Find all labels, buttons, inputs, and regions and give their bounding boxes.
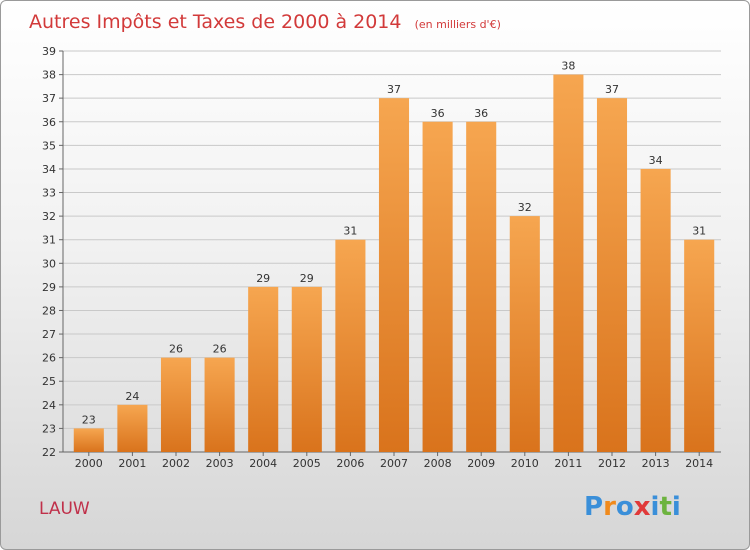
chart-title-main: Autres Impôts et Taxes de 2000 à 2014 <box>29 11 402 33</box>
bar-value-label: 36 <box>431 107 445 120</box>
x-tick-label: 2005 <box>293 457 321 470</box>
bar-value-label: 36 <box>474 107 488 120</box>
bar-value-label: 26 <box>169 343 183 356</box>
bar-value-label: 31 <box>343 225 357 238</box>
data-labels: 23 24 26 26 29 29 31 37 36 36 32 38 37 34 31 <box>82 60 706 427</box>
bar <box>335 239 366 452</box>
bar <box>684 239 715 452</box>
bar <box>509 216 540 452</box>
logo-letter: r <box>603 492 616 522</box>
y-tick-label: 33 <box>42 187 56 200</box>
chart-subtitle: (en milliers d'€) <box>415 18 501 31</box>
x-tick-label: 2003 <box>206 457 234 470</box>
y-tick-label: 26 <box>42 352 56 365</box>
logo-letter: x <box>634 492 651 522</box>
bar-value-label: 29 <box>256 272 270 285</box>
bar <box>291 286 322 452</box>
x-tick-label: 2006 <box>336 457 364 470</box>
bar-value-label: 32 <box>518 201 532 214</box>
y-tick-label: 31 <box>42 234 56 247</box>
x-tick-label: 2011 <box>554 457 582 470</box>
bar <box>248 286 279 452</box>
y-tick-label: 37 <box>42 92 56 105</box>
y-tick-label: 39 <box>42 45 56 58</box>
bar-value-label: 37 <box>605 83 619 96</box>
x-tick-label: 2000 <box>75 457 103 470</box>
y-tick-label: 35 <box>42 139 56 152</box>
proxiti-logo: Proxiti <box>584 492 681 522</box>
y-tick-label: 23 <box>42 422 56 435</box>
x-tick-label: 2014 <box>685 457 713 470</box>
y-tick-label: 30 <box>42 257 56 270</box>
commune-name: LAUW <box>39 499 90 519</box>
logo-letter: o <box>616 492 634 522</box>
y-tick-label: 28 <box>42 304 56 317</box>
x-tick-label: 2007 <box>380 457 408 470</box>
x-tick-label: 2001 <box>118 457 146 470</box>
bar <box>73 428 104 452</box>
y-tick-label: 29 <box>42 281 56 294</box>
bar <box>422 121 453 452</box>
x-tick-label: 2002 <box>162 457 190 470</box>
bar <box>553 74 584 453</box>
bar <box>466 121 497 452</box>
y-tick-label: 24 <box>42 399 56 412</box>
bar-value-label: 23 <box>82 413 96 426</box>
x-tick-label: 2004 <box>249 457 277 470</box>
x-tick-label: 2010 <box>511 457 539 470</box>
logo-letter: P <box>584 492 603 522</box>
y-tick-label: 25 <box>42 375 56 388</box>
bar <box>596 98 628 453</box>
y-tick-label: 27 <box>42 328 56 341</box>
bar <box>640 168 671 453</box>
y-tick-label: 36 <box>42 116 56 129</box>
bar-value-label: 37 <box>387 83 401 96</box>
y-tick-label: 22 <box>42 446 56 459</box>
bar <box>160 357 192 452</box>
bars <box>73 74 715 453</box>
bar-value-label: 26 <box>213 343 227 356</box>
y-tick-label: 32 <box>42 210 56 223</box>
bar-value-label: 31 <box>692 225 706 238</box>
logo-letter: t <box>659 492 671 522</box>
x-tick-label: 2009 <box>467 457 495 470</box>
bar <box>204 357 235 452</box>
bar-value-label: 24 <box>125 390 139 403</box>
bar-value-label: 38 <box>561 60 575 73</box>
bar <box>378 98 410 453</box>
logo-letter: i <box>672 492 681 522</box>
x-tick-label: 2012 <box>598 457 626 470</box>
bar-value-label: 29 <box>300 272 314 285</box>
y-tick-label: 38 <box>42 69 56 82</box>
chart-title: Autres Impôts et Taxes de 2000 à 2014 (e… <box>29 11 501 33</box>
logo-letter: i <box>651 492 660 522</box>
x-tick-label: 2013 <box>642 457 670 470</box>
x-tick-label: 2008 <box>424 457 452 470</box>
axes: 22 23 24 25 26 27 28 29 30 31 32 33 34 35 36 37 38 39 2000… <box>42 45 721 470</box>
bar-value-label: 34 <box>649 154 663 167</box>
bar <box>117 404 148 452</box>
y-tick-label: 34 <box>42 163 56 176</box>
